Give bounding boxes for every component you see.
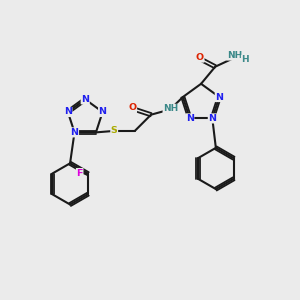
Text: N: N (186, 114, 194, 123)
Text: N: N (215, 92, 223, 101)
Text: N: N (208, 114, 216, 123)
Text: N: N (81, 95, 89, 104)
Text: H: H (242, 56, 249, 64)
Text: N: N (70, 128, 79, 137)
Text: N: N (64, 107, 72, 116)
Text: O: O (128, 103, 136, 112)
Text: NH: NH (163, 104, 178, 113)
Text: F: F (76, 169, 83, 178)
Text: S: S (111, 126, 118, 135)
Text: N: N (99, 107, 106, 116)
Text: NH: NH (227, 51, 242, 60)
Text: O: O (196, 53, 204, 62)
